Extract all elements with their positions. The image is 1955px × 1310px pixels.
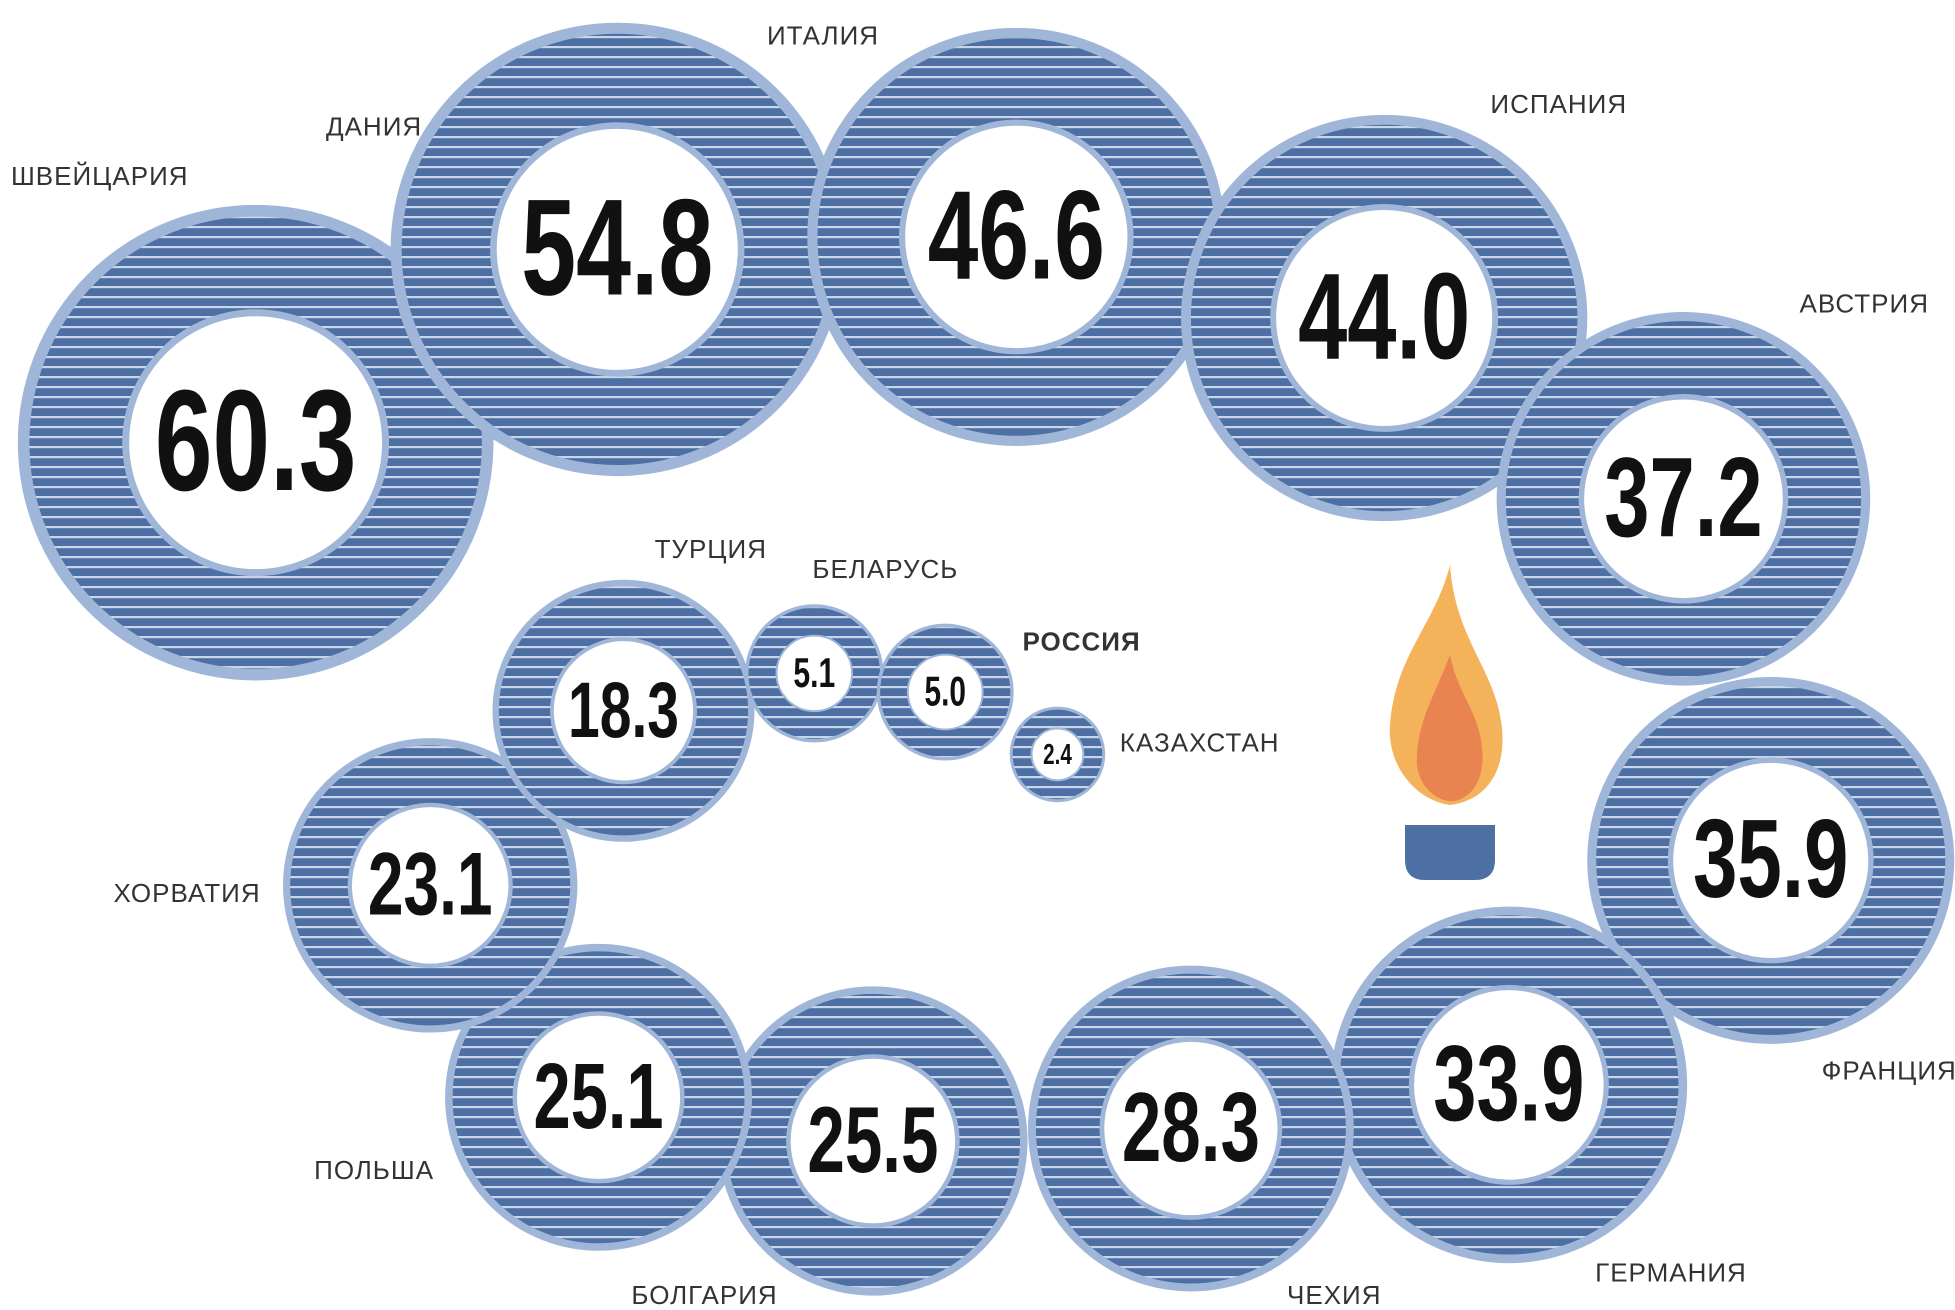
country-label: ДАНИЯ — [326, 111, 422, 141]
value-label-group: 35.9 — [1693, 797, 1849, 921]
value-label: 23.1 — [368, 835, 493, 934]
country-label: ИСПАНИЯ — [1490, 89, 1627, 119]
country-label: АВСТРИЯ — [1800, 288, 1929, 318]
value-label-group: 2.4 — [1043, 739, 1072, 771]
country-label: ПОЛЬША — [314, 1155, 434, 1185]
country-label: ИТАЛИЯ — [767, 20, 879, 50]
value-label: 60.3 — [155, 360, 357, 521]
country-label: ГЕРМАНИЯ — [1595, 1257, 1747, 1287]
value-label: 2.4 — [1043, 739, 1072, 771]
value-label: 25.5 — [807, 1088, 938, 1192]
value-label-group: 54.8 — [521, 172, 713, 325]
chart: 60.3 54.8 46.6 44.0 37.2 35.9 33.9 28.3 25.5 25.1… — [0, 0, 1955, 1310]
value-label: 35.9 — [1693, 797, 1849, 921]
value-label-group: 25.5 — [807, 1088, 938, 1192]
country-label: ЧЕХИЯ — [1287, 1280, 1381, 1310]
value-label-group: 23.1 — [368, 835, 493, 934]
value-label-group: 60.3 — [155, 360, 357, 521]
country-label: БОЛГАРИЯ — [631, 1280, 777, 1310]
value-label-group: 46.6 — [928, 165, 1105, 306]
country-label: КАЗАХСТАН — [1120, 727, 1280, 757]
country-label: ТУРЦИЯ — [655, 534, 767, 564]
page: {"chart_data": {"type": "bubble", "categ… — [0, 0, 1955, 1310]
value-label-group: 33.9 — [1433, 1023, 1584, 1144]
country-label: ШВЕЙЦАРИЯ — [11, 161, 189, 191]
value-label-group: 18.3 — [568, 665, 679, 755]
value-label: 5.1 — [793, 649, 835, 696]
value-label-group: 5.0 — [925, 668, 966, 715]
value-label: 44.0 — [1298, 247, 1470, 385]
value-label-group: 25.1 — [534, 1045, 664, 1148]
country-label: РОССИЯ — [1023, 626, 1141, 656]
value-label-group: 37.2 — [1604, 434, 1762, 560]
value-label: 46.6 — [928, 165, 1105, 306]
country-label: БЕЛАРУСЬ — [812, 554, 958, 584]
country-label: ХОРВАТИЯ — [113, 878, 260, 908]
value-label: 54.8 — [521, 172, 713, 325]
value-label: 37.2 — [1604, 434, 1762, 560]
value-label-group: 28.3 — [1122, 1073, 1260, 1183]
value-label: 28.3 — [1122, 1073, 1260, 1183]
country-label: ФРАНЦИЯ — [1822, 1055, 1955, 1085]
value-label-group: 5.1 — [793, 649, 835, 696]
value-label: 18.3 — [568, 665, 679, 755]
value-label: 33.9 — [1433, 1023, 1584, 1144]
value-label: 5.0 — [925, 668, 966, 715]
value-label: 25.1 — [534, 1045, 664, 1148]
value-label-group: 44.0 — [1298, 247, 1470, 385]
torch-icon — [1390, 565, 1503, 880]
